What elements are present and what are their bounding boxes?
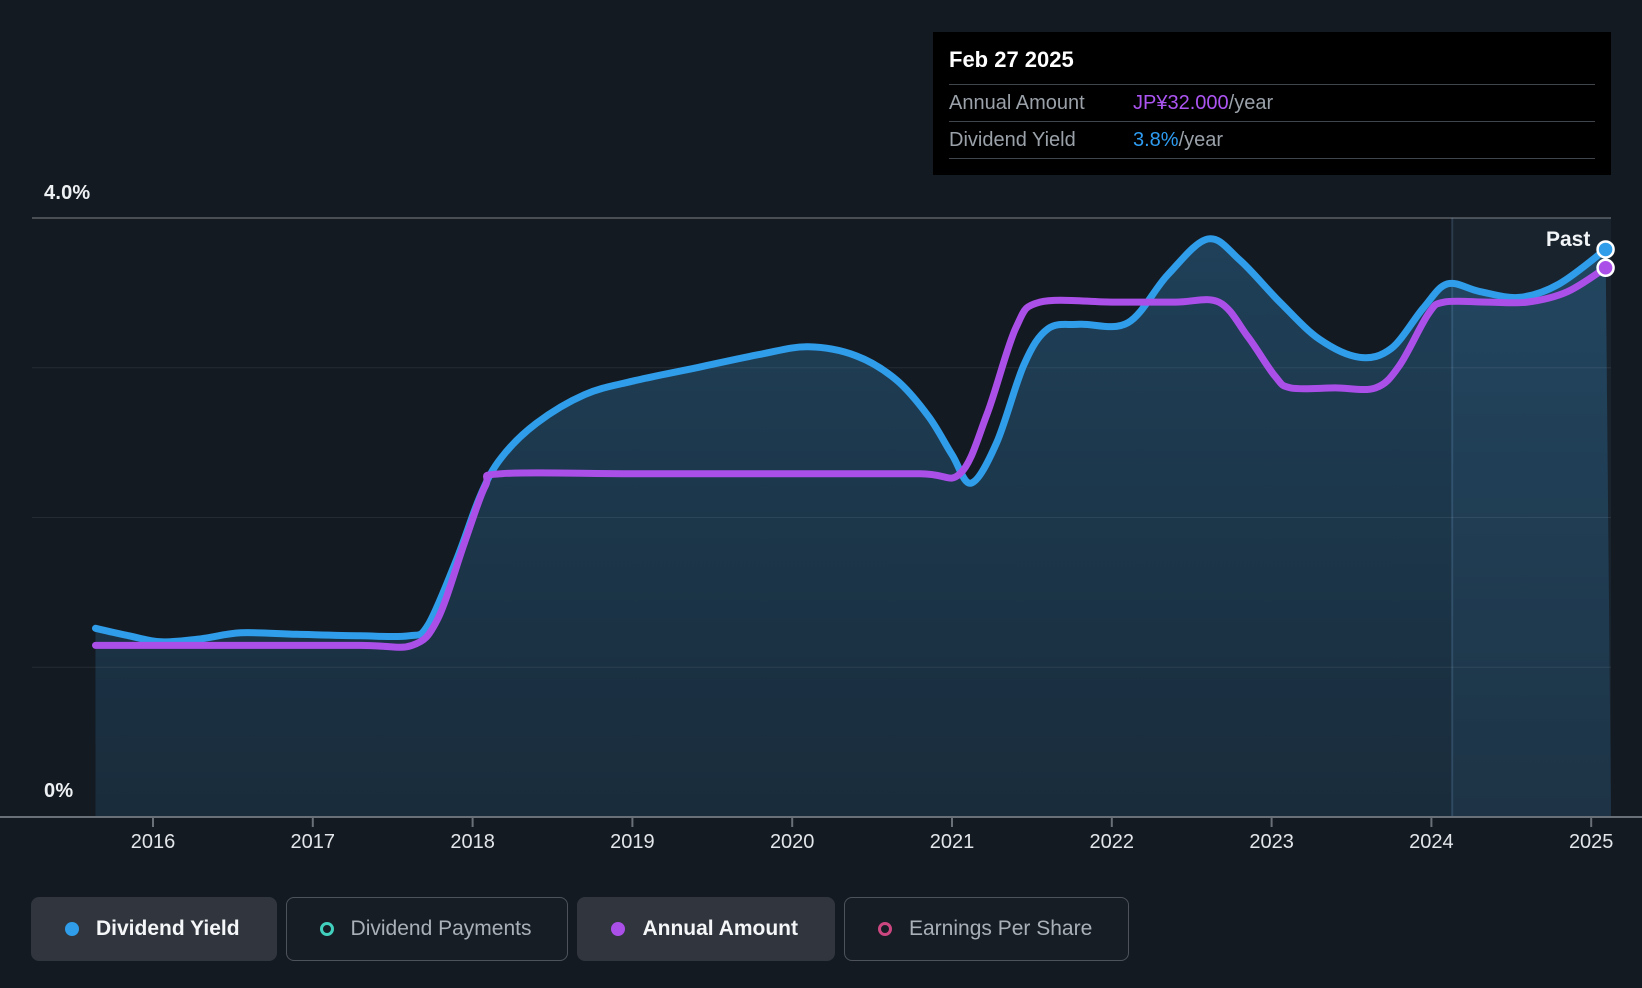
y-axis-label-top: 4.0%	[44, 182, 91, 204]
series-line-annual-amount	[92, 264, 1610, 651]
filled-dot-icon	[611, 922, 626, 936]
x-tick-label-2024: 2024	[1409, 831, 1454, 853]
x-tick-label-2019: 2019	[610, 831, 655, 853]
chart-tooltip: Feb 27 2025 Annual Amount JP¥32.000/year D…	[933, 32, 1611, 175]
legend-toggle-annual-amount[interactable]: Annual Amount	[577, 897, 835, 961]
x-tick-label-2016: 2016	[130, 831, 176, 853]
x-tick-label-2017: 2017	[290, 831, 336, 853]
tooltip-date: Feb 27 2025	[949, 47, 1074, 72]
hollow-ring-icon	[319, 922, 334, 936]
tooltip-row-value: JP¥32.000	[1133, 91, 1229, 114]
tooltip-row-suffix: /year	[1178, 128, 1224, 151]
legend-bar: Dividend Yield Dividend Payments Annual Am…	[31, 897, 1130, 961]
x-tick-label-2021: 2021	[929, 831, 975, 853]
gridlines	[32, 217, 1611, 668]
legend-toggle-dividend-payments[interactable]: Dividend Payments	[285, 897, 569, 961]
end-marker-annual-amount	[1596, 258, 1615, 278]
legend-toggle-earnings-per-share[interactable]: Earnings Per Share	[844, 897, 1130, 961]
tooltip-row: Dividend Yield 3.8%/year	[949, 121, 1595, 158]
tooltip-row-label: Annual Amount	[949, 91, 1085, 114]
x-tick-label-2020: 2020	[769, 831, 815, 853]
tooltip-row-label: Dividend Yield	[949, 128, 1076, 151]
x-tick-label-2022: 2022	[1089, 831, 1135, 853]
legend-label: Earnings Per Share	[909, 917, 1093, 940]
x-tick-label-2025: 2025	[1568, 831, 1614, 853]
legend-label: Dividend Payments	[350, 917, 532, 940]
series-end-markers	[1596, 240, 1615, 278]
x-tick-label-2018: 2018	[450, 831, 495, 853]
end-marker-dividend-yield	[1596, 240, 1615, 259]
legend-label: Dividend Yield	[96, 917, 240, 940]
tooltip-row: Annual Amount JP¥32.000/year	[949, 84, 1595, 121]
x-axis	[0, 816, 1642, 827]
series-line-dividend-yield	[92, 235, 1610, 646]
x-tick-label-2023: 2023	[1249, 831, 1294, 853]
tooltip-row-value: 3.8%	[1133, 128, 1179, 151]
hollow-ring-icon	[878, 922, 892, 936]
tooltip-row-suffix: /year	[1228, 91, 1274, 114]
y-axis-label-bottom: 0%	[44, 780, 74, 802]
tooltip-bottom-rule	[949, 158, 1595, 175]
legend-toggle-dividend-yield[interactable]: Dividend Yield	[31, 897, 277, 961]
yield-area-fill	[95, 238, 1611, 817]
past-region-label: Past	[1546, 228, 1591, 251]
legend-label: Annual Amount	[642, 917, 798, 940]
filled-dot-icon	[65, 922, 79, 936]
series-lines	[92, 235, 1610, 651]
